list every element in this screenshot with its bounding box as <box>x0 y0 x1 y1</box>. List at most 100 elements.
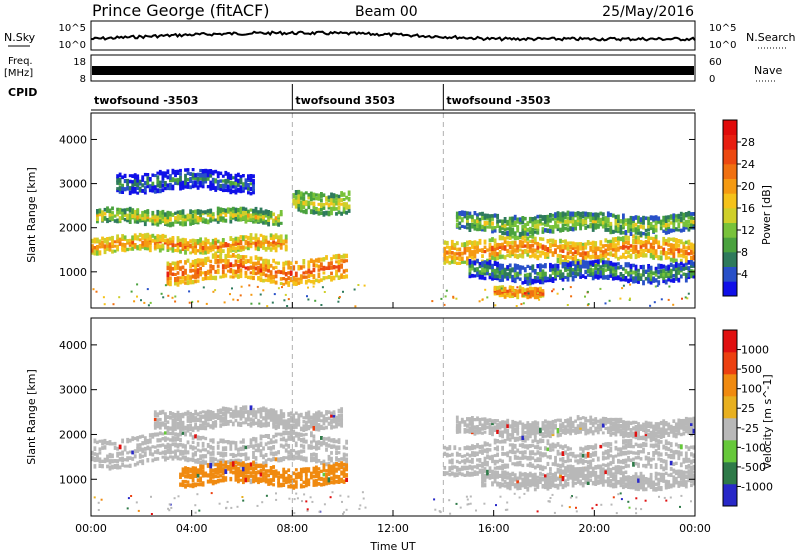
echo-cell <box>604 249 607 254</box>
echo-cell <box>250 409 253 415</box>
echo-cell <box>682 273 685 276</box>
echo-cell <box>315 279 318 283</box>
echo-cell <box>295 277 298 281</box>
echo-cell <box>458 262 461 265</box>
echo-cell <box>184 456 187 462</box>
echo-cell <box>622 459 625 464</box>
echo-cell <box>604 442 607 447</box>
echo-cell <box>165 284 167 286</box>
echo-cell <box>511 241 514 245</box>
echo-cell <box>685 263 688 266</box>
echo-cell <box>217 185 220 190</box>
echo-cell <box>667 480 670 486</box>
echo-cell <box>287 485 290 489</box>
echo-cell <box>536 224 539 229</box>
echo-cell <box>202 261 205 267</box>
echo-cell <box>602 268 605 273</box>
echo-cell <box>272 457 275 461</box>
echo-cell <box>685 452 688 458</box>
echo-cell <box>172 412 175 416</box>
echo-cell <box>257 246 260 251</box>
echo-cell <box>481 248 484 253</box>
echo-cell <box>519 289 522 294</box>
echo-cell <box>133 300 135 302</box>
echo-cell <box>343 453 346 458</box>
echo-cell <box>675 238 678 244</box>
echo-cell <box>609 442 612 446</box>
echo-cell <box>104 458 107 463</box>
echo-cell <box>121 439 124 444</box>
echo-cell <box>217 409 220 412</box>
echo-cell <box>642 436 645 441</box>
echo-cell <box>267 277 270 282</box>
echo-cell <box>592 216 595 220</box>
echo-cell <box>265 220 268 225</box>
echo-cell <box>445 295 447 297</box>
echo-cell <box>484 289 486 291</box>
echo-cell <box>222 459 225 464</box>
echo-cell <box>609 418 612 423</box>
echo-cell <box>214 458 217 462</box>
echo-cell <box>625 451 628 456</box>
echo-cell <box>325 196 328 202</box>
echo-cell <box>499 250 502 254</box>
echo-cell <box>519 451 522 454</box>
echo-cell <box>302 456 305 461</box>
echo-cell <box>632 279 635 283</box>
echo-cell <box>599 288 601 290</box>
echo-cell <box>504 287 507 291</box>
echo-cell <box>202 442 205 448</box>
echo-cell <box>592 254 595 258</box>
echo-cell <box>99 250 102 255</box>
echo-cell <box>675 422 678 426</box>
echo-cell <box>202 415 205 419</box>
echo-cell <box>129 464 132 468</box>
echo-cell <box>237 452 240 456</box>
echo-cell <box>207 480 210 484</box>
echo-cell <box>202 421 205 427</box>
echo-cell <box>172 222 175 227</box>
echo-cell <box>622 475 625 480</box>
echo-cell <box>187 280 190 285</box>
echo-cell <box>630 480 633 483</box>
echo-cell <box>637 281 640 284</box>
echo-cell <box>539 438 542 443</box>
echo-cell <box>280 433 283 437</box>
echo-cell <box>456 460 459 463</box>
echo-cell <box>647 456 650 462</box>
echo-cell <box>275 233 278 239</box>
echo-cell <box>242 466 245 471</box>
echo-cell <box>594 417 597 421</box>
echo-cell <box>589 427 592 431</box>
echo-cell <box>106 455 109 458</box>
echo-cell <box>209 264 212 269</box>
echo-cell <box>177 217 180 222</box>
echo-cell <box>314 300 316 302</box>
echo-cell <box>224 259 227 264</box>
echo-cell <box>282 267 285 271</box>
echo-cell <box>255 272 258 276</box>
echo-cell <box>307 196 310 199</box>
echo-cell <box>197 468 200 474</box>
echo-cell <box>491 460 494 464</box>
echo-cell <box>466 458 469 463</box>
noise-strip: N.Sky 10^5 10^0 10^5 10^0 N.Search <box>4 21 796 51</box>
echo-cell <box>280 483 283 488</box>
echo-cell <box>109 242 112 247</box>
echo-cell <box>484 441 487 446</box>
echo-cell <box>531 239 534 243</box>
echo-cell <box>499 482 502 485</box>
echo-cell <box>240 469 243 473</box>
echo-cell <box>214 468 217 472</box>
echo-cell <box>577 454 580 457</box>
echo-cell <box>559 452 562 455</box>
echo-cell <box>318 446 321 450</box>
echo-cell <box>607 228 610 232</box>
echo-cell <box>242 187 245 191</box>
echo-cell <box>197 418 200 422</box>
echo-cell <box>285 261 288 266</box>
echo-cell <box>267 259 270 265</box>
echo-cell <box>320 470 323 473</box>
echo-cell <box>144 210 147 213</box>
echo-cell <box>630 476 633 480</box>
